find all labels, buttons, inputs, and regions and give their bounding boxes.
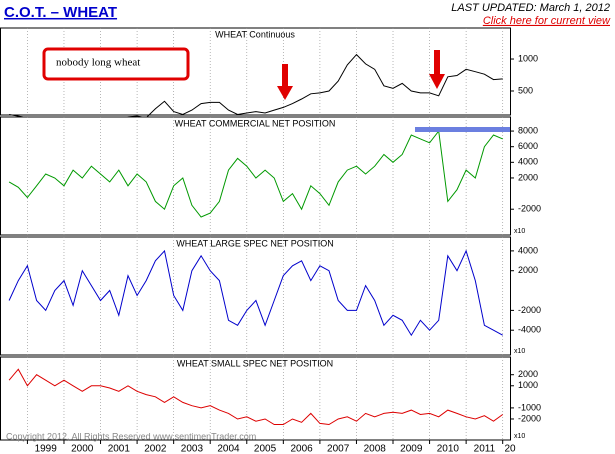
x-tick-label: 2010 xyxy=(437,444,460,454)
x-tick-label: 2006 xyxy=(290,444,313,454)
arrow-head xyxy=(429,74,445,89)
y-tick-label: 4000 xyxy=(518,245,538,255)
x-tick-label: 1999 xyxy=(35,444,58,454)
current-view-link[interactable]: Click here for current view xyxy=(483,15,611,27)
y-tick-label: 8000 xyxy=(518,125,538,135)
resistance-band xyxy=(415,127,510,132)
y-tick-label: 2000 xyxy=(518,369,538,379)
y-tick-label: 6000 xyxy=(518,141,538,151)
last-updated: LAST UPDATED: March 1, 2012 xyxy=(451,2,610,14)
page-title[interactable]: C.O.T. – WHEAT xyxy=(4,4,117,21)
y-tick-label: -2000 xyxy=(518,204,541,214)
scale-label: x10 xyxy=(514,433,525,440)
x-tick-label: 2009 xyxy=(400,444,423,454)
plot-frame xyxy=(0,116,511,236)
y-tick-label: -4000 xyxy=(518,325,541,335)
y-tick-label: 500 xyxy=(518,85,533,95)
x-tick-label: 2002 xyxy=(144,444,167,454)
plot-frame xyxy=(0,236,511,356)
x-tick-label: 2011 xyxy=(474,444,496,454)
series-line xyxy=(8,249,503,337)
x-tick-label: 2001 xyxy=(108,444,131,454)
x-tick-label: 2004 xyxy=(217,444,240,454)
x-tick-label: 2008 xyxy=(364,444,387,454)
annotation: nobody long wheat xyxy=(56,57,140,69)
y-tick-label: 2000 xyxy=(518,172,538,182)
panel-title: WHEAT Continuous xyxy=(215,29,295,39)
x-tick-label: 2000 xyxy=(71,444,94,454)
panel-title: WHEAT SMALL SPEC NET POSITION xyxy=(177,358,333,368)
x-tick-label: 2005 xyxy=(254,444,277,454)
arrow-shaft xyxy=(282,64,288,88)
panel-title: WHEAT COMMERCIAL NET POSITION xyxy=(175,118,336,128)
y-tick-label: -2000 xyxy=(518,305,541,315)
y-tick-label: -1000 xyxy=(518,402,541,412)
plot-frame xyxy=(0,356,511,441)
scale-label: x10 xyxy=(514,228,525,235)
y-tick-label: -2000 xyxy=(518,413,541,423)
x-tick-label: 2003 xyxy=(181,444,204,454)
y-tick-label: 1000 xyxy=(518,53,538,63)
arrows xyxy=(277,50,445,100)
series-line xyxy=(8,129,503,218)
series-line xyxy=(8,368,503,426)
arrow-shaft xyxy=(434,50,440,76)
x-tick-label: 20 xyxy=(504,444,516,454)
x-tick-label: 2007 xyxy=(327,444,350,454)
annotation-box xyxy=(42,47,190,81)
y-tick-label: 2000 xyxy=(518,265,538,275)
plots: 500 1000 WHEAT Continuous -2000 2000 4000 6000… xyxy=(0,27,541,454)
scale-label: x10 xyxy=(514,348,525,355)
arrow-head xyxy=(277,86,293,100)
y-tick-label: 1000 xyxy=(518,380,538,390)
y-tick-label: 4000 xyxy=(518,157,538,167)
panel-title: WHEAT LARGE SPEC NET POSITION xyxy=(176,238,334,248)
copyright: Copyright 2012, All Rights Reserved www.… xyxy=(6,431,256,441)
